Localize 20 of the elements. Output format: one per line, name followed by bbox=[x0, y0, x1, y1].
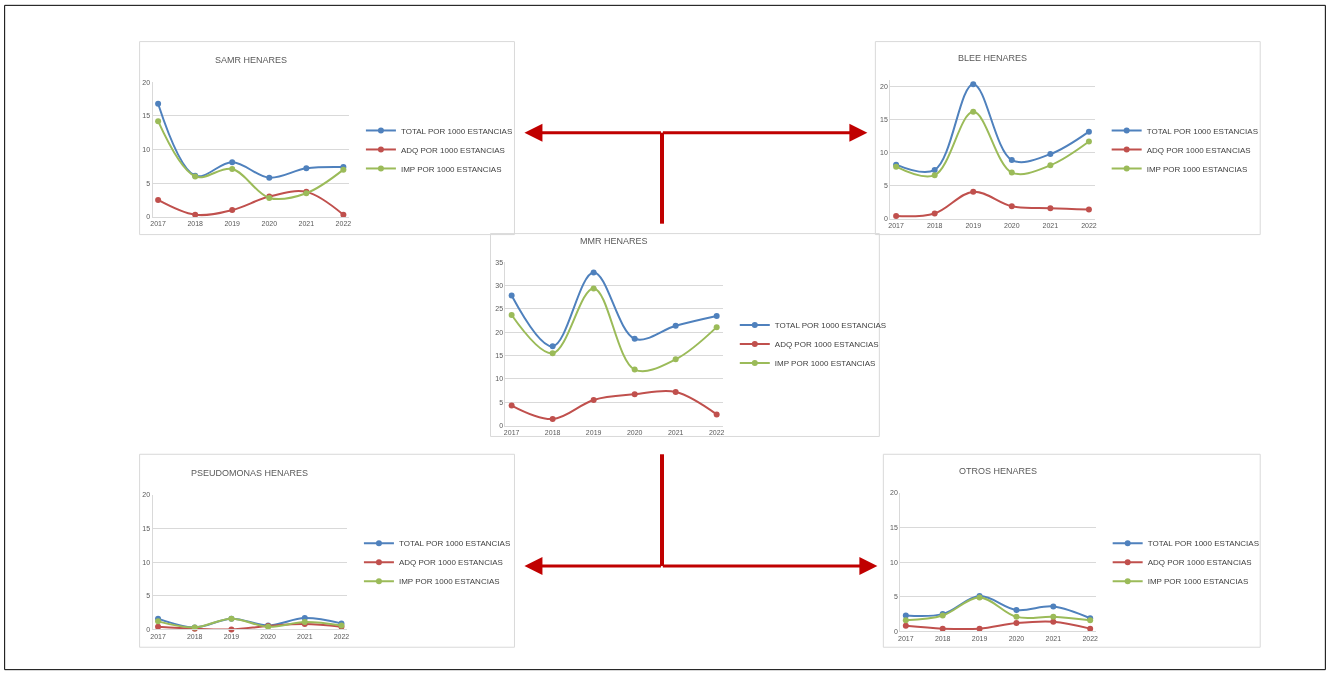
chart-title: PSEUDOMONAS HENARES bbox=[191, 468, 309, 478]
legend-label: ADQ POR 1000 ESTANCIAS bbox=[1146, 145, 1251, 155]
legend-label: TOTAL POR 1000 ESTANCIAS bbox=[1146, 126, 1258, 136]
legend-label: TOTAL POR 1000 ESTANCIAS bbox=[774, 321, 887, 331]
legend-label: ADQ POR 1000 ESTANCIAS bbox=[400, 145, 505, 155]
legend-label: ADQ POR 1000 ESTANCIAS bbox=[398, 558, 503, 568]
chart-title: OTROS HENARES bbox=[959, 466, 1038, 476]
chart-title: BLEE HENARES bbox=[958, 53, 1028, 63]
legend-label: TOTAL POR 1000 ESTANCIAS bbox=[398, 539, 511, 549]
legend-label: IMP POR 1000 ESTANCIAS bbox=[400, 164, 502, 174]
legend-label: ADQ POR 1000 ESTANCIAS bbox=[1147, 558, 1252, 568]
legend-label: IMP POR 1000 ESTANCIAS bbox=[1146, 164, 1248, 174]
legend-label: TOTAL POR 1000 ESTANCIAS bbox=[400, 126, 513, 136]
legend-label: IMP POR 1000 ESTANCIAS bbox=[398, 577, 500, 587]
legend-label: IMP POR 1000 ESTANCIAS bbox=[774, 359, 876, 369]
legend-label: TOTAL POR 1000 ESTANCIAS bbox=[1147, 539, 1259, 549]
legend-label: IMP POR 1000 ESTANCIAS bbox=[1147, 577, 1249, 587]
chart-title: MMR HENARES bbox=[580, 236, 648, 246]
chart-title: SAMR HENARES bbox=[215, 55, 288, 65]
legend-label: ADQ POR 1000 ESTANCIAS bbox=[774, 340, 879, 350]
